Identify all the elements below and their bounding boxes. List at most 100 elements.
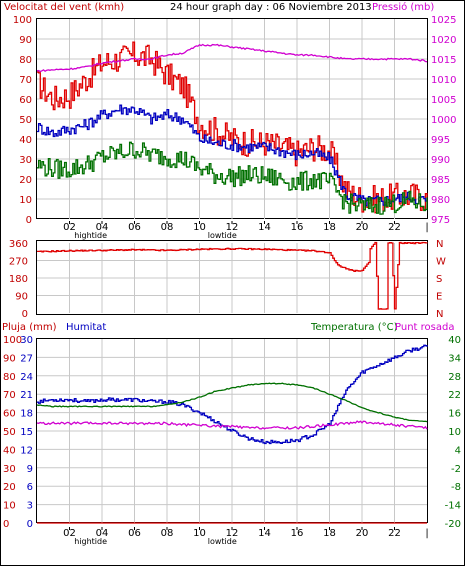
wind-tick-label: 30 [19, 155, 32, 166]
direction-tick-label: 90 [15, 292, 28, 303]
temperature-tick-label: -14 [445, 501, 461, 512]
pressure-tick-label: 1010 [431, 75, 456, 86]
temperature-tick-label: -20 [445, 519, 461, 530]
wind-tick-label: 10 [19, 195, 32, 206]
pressure-line [36, 43, 428, 73]
humidity-tick-label: 18 [20, 409, 33, 420]
x-tick-label: 08 [161, 528, 174, 539]
pressure-axis-label: Pressió (mb) [372, 1, 434, 13]
dewpoint-axis-label: Punt rosada [395, 322, 454, 333]
wind-minimum-line [37, 141, 428, 215]
direction-panel-series [37, 241, 428, 310]
humidity-axis-label: Humitat [66, 322, 106, 333]
rain-tick-label: 90 [3, 353, 16, 364]
rain-tick-label: 20 [3, 482, 16, 493]
pressure-tick-label: 990 [431, 155, 450, 166]
pressure-tick-label: 980 [431, 195, 450, 206]
lowtide-label: lowtide [208, 537, 237, 546]
x-tick-label: 02 [63, 528, 76, 539]
x-tick-label: 12 [226, 222, 239, 233]
humidity-panel-grid [37, 339, 427, 523]
pressure-axis-ticks: 1025 1020 1015 1010 1005 1000 995 990 985 980 975 [431, 15, 456, 226]
humidity-tick-label: 3 [27, 501, 33, 512]
wind-direction-line [37, 241, 428, 310]
compass-tick-label: E [436, 292, 442, 303]
temperature-tick-label: 16 [448, 409, 461, 420]
x-tick-label: 10 [193, 222, 206, 233]
wind-tick-label: 70 [19, 75, 32, 86]
rain-tick-label: 50 [3, 427, 16, 438]
wind-tick-label: 80 [19, 55, 32, 66]
x-tick-label: 16 [291, 222, 304, 233]
pressure-tick-label: 1025 [431, 15, 456, 26]
direction-tick-label: 0 [22, 309, 28, 320]
wind-average-line [37, 104, 428, 207]
x-tick-label: 14 [258, 528, 271, 539]
direction-axis-ticks: 360 270 180 90 0 [9, 239, 28, 320]
wind-x-axis: 02 04 06 08 10 12 14 16 18 20 22 | hightide lowtide [63, 221, 429, 240]
humidity-tick-label: 24 [20, 372, 33, 383]
wind-tick-label: 60 [19, 95, 32, 106]
rain-axis-label: Pluja (mm) [2, 322, 57, 333]
x-tick-label: 14 [258, 222, 271, 233]
temperature-line [36, 382, 428, 423]
rain-tick-label: 100 [3, 335, 22, 346]
rain-tick-label: 40 [3, 445, 16, 456]
lowtide-label: lowtide [208, 231, 237, 240]
humidity-line [37, 344, 428, 445]
temperature-tick-label: 22 [448, 390, 461, 401]
x-tick-label: 18 [323, 222, 336, 233]
x-tick-label: 20 [356, 528, 369, 539]
x-tick-label: 10 [193, 528, 206, 539]
temperature-tick-label: 40 [448, 335, 461, 346]
wind-tick-label: 100 [13, 15, 32, 26]
temperature-tick-label: 28 [448, 372, 461, 383]
wind-axis-label: Velocitat del vent (kmh) [4, 2, 124, 13]
x-tick-label: 16 [291, 528, 304, 539]
rain-tick-label: 30 [3, 464, 16, 475]
x-tick-label: 04 [96, 528, 109, 539]
wind-tick-label: 0 [26, 215, 32, 226]
x-tick-label: 12 [226, 528, 239, 539]
temperature-axis-ticks: 40 34 28 22 16 10 4 -2 -8 -14 -20 [445, 335, 461, 530]
x-end-mark: | [425, 222, 428, 233]
temperature-tick-label: -2 [451, 464, 461, 475]
x-tick-label: 04 [96, 222, 109, 233]
humidity-tick-label: 6 [27, 482, 33, 493]
dewpoint-line [36, 420, 428, 430]
rain-tick-label: 0 [3, 519, 9, 530]
humidity-panel-series [36, 344, 428, 524]
temperature-tick-label: 34 [448, 353, 461, 364]
pressure-tick-label: 995 [431, 135, 450, 146]
x-tick-label: 08 [161, 222, 174, 233]
humidity-tick-label: 27 [20, 353, 33, 364]
direction-tick-label: 180 [9, 274, 28, 285]
humidity-tick-label: 30 [20, 335, 33, 346]
hightide-label: hightide [74, 537, 107, 546]
rain-tick-label: 80 [3, 372, 16, 383]
x-tick-label: 06 [128, 528, 141, 539]
pressure-tick-label: 1015 [431, 55, 456, 66]
humidity-tick-label: 21 [20, 390, 33, 401]
wind-gust-line [37, 41, 428, 214]
pressure-tick-label: 975 [431, 215, 450, 226]
compass-tick-label: W [436, 257, 446, 268]
direction-tick-label: 270 [9, 257, 28, 268]
humidity-x-axis: 02 04 06 08 10 12 14 16 18 20 22 | hightide lowtide [63, 527, 429, 546]
direction-panel-frame [36, 240, 428, 315]
hightide-label: hightide [74, 231, 107, 240]
pressure-tick-label: 985 [431, 175, 450, 186]
humidity-tick-label: 15 [20, 427, 33, 438]
temperature-axis-label: Temperatura (°C) [310, 322, 398, 333]
rain-tick-label: 70 [3, 390, 16, 401]
x-tick-label: 06 [128, 222, 141, 233]
pressure-tick-label: 1005 [431, 95, 456, 106]
pressure-tick-label: 1020 [431, 35, 456, 46]
x-tick-label: 18 [323, 528, 336, 539]
rain-tick-label: 60 [3, 409, 16, 420]
compass-tick-label: S [436, 274, 442, 285]
